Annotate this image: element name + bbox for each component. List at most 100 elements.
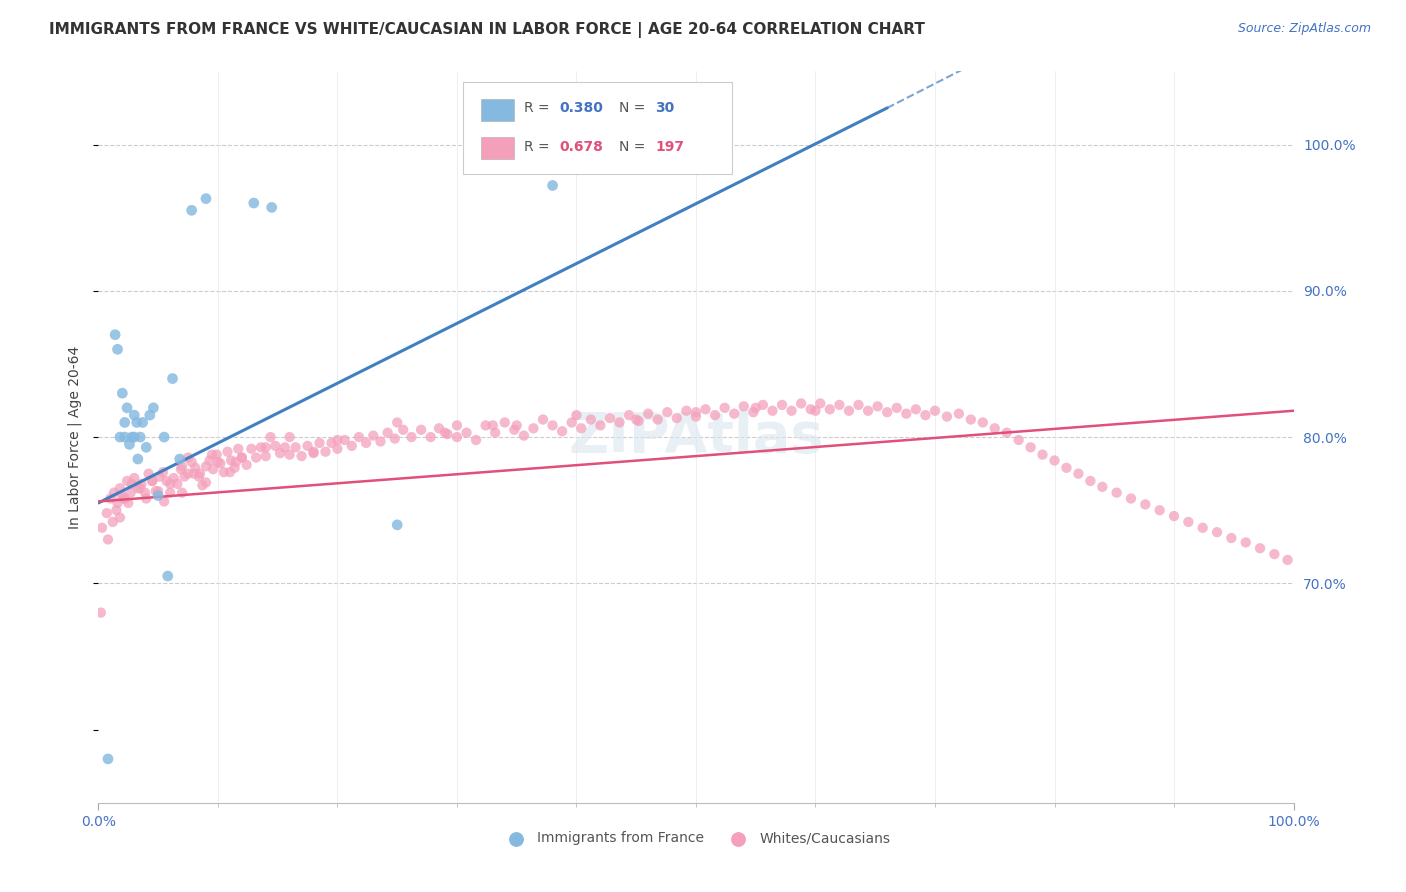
Point	[838, 403, 860, 417]
Point	[1149, 503, 1171, 517]
Point	[685, 409, 707, 424]
Point	[148, 489, 170, 503]
Point	[1019, 440, 1042, 454]
Point	[995, 425, 1018, 440]
Point	[155, 474, 177, 488]
Point	[115, 474, 138, 488]
Text: ZIPAtlas: ZIPAtlas	[568, 410, 824, 464]
Text: 0.380: 0.380	[560, 101, 603, 115]
Point	[240, 442, 263, 456]
Point	[278, 430, 301, 444]
FancyBboxPatch shape	[481, 99, 515, 121]
Point	[159, 476, 181, 491]
Point	[134, 485, 156, 500]
Point	[377, 425, 399, 440]
Point	[436, 427, 458, 442]
Point	[363, 428, 385, 442]
Point	[308, 436, 330, 450]
Point	[254, 440, 277, 454]
Point	[723, 407, 745, 421]
Point	[474, 418, 496, 433]
Point	[173, 469, 195, 483]
Point	[354, 436, 377, 450]
Point	[135, 440, 157, 454]
Point	[1177, 515, 1199, 529]
Point	[224, 460, 246, 475]
Point	[924, 403, 946, 417]
Point	[626, 412, 648, 426]
Point	[129, 430, 152, 444]
Text: N =: N =	[620, 140, 650, 153]
Point	[187, 469, 209, 483]
Point	[180, 455, 202, 469]
Point	[419, 430, 441, 444]
Point	[101, 515, 124, 529]
Point	[108, 510, 131, 524]
Point	[326, 442, 349, 456]
Point	[183, 467, 205, 481]
Legend: Immigrants from France, Whites/Caucasians: Immigrants from France, Whites/Caucasian…	[496, 826, 896, 851]
Point	[202, 462, 225, 476]
Point	[770, 398, 793, 412]
Point	[278, 448, 301, 462]
Point	[124, 430, 146, 444]
Point	[91, 521, 114, 535]
Text: Source: ZipAtlas.com: Source: ZipAtlas.com	[1237, 22, 1371, 36]
Text: R =: R =	[524, 101, 554, 115]
Point	[269, 446, 291, 460]
Point	[456, 425, 478, 440]
Point	[599, 411, 621, 425]
Point	[212, 465, 235, 479]
Point	[297, 439, 319, 453]
Point	[780, 403, 803, 417]
Point	[385, 517, 409, 532]
Point	[141, 474, 163, 488]
Point	[565, 408, 588, 422]
Point	[111, 489, 134, 503]
Point	[225, 455, 247, 469]
Point	[159, 485, 181, 500]
Point	[170, 462, 193, 476]
Point	[392, 423, 415, 437]
Point	[97, 533, 120, 547]
Point	[172, 485, 194, 500]
Point	[145, 484, 167, 499]
Point	[124, 408, 146, 422]
Point	[1067, 467, 1090, 481]
Point	[742, 405, 765, 419]
Point	[163, 471, 186, 485]
Point	[104, 327, 127, 342]
Point	[120, 485, 142, 500]
Point	[856, 403, 879, 417]
Point	[191, 478, 214, 492]
Point	[198, 453, 221, 467]
Point	[828, 398, 851, 412]
Point	[818, 402, 841, 417]
Point	[370, 434, 392, 449]
Point	[166, 476, 188, 491]
Point	[302, 446, 325, 460]
Point	[321, 436, 343, 450]
Point	[637, 407, 659, 421]
Point	[340, 439, 363, 453]
Point	[657, 405, 679, 419]
Point	[172, 459, 194, 474]
Point	[733, 400, 755, 414]
Text: 0.678: 0.678	[560, 140, 603, 153]
Point	[205, 448, 228, 462]
Point	[886, 401, 908, 415]
FancyBboxPatch shape	[463, 82, 733, 174]
Point	[411, 423, 433, 437]
Point	[259, 430, 281, 444]
Point	[752, 398, 775, 412]
Point	[124, 471, 146, 485]
Point	[326, 433, 349, 447]
Point	[231, 450, 253, 465]
Point	[333, 433, 356, 447]
Point	[219, 465, 242, 479]
Point	[117, 496, 139, 510]
Point	[960, 412, 983, 426]
Point	[231, 450, 253, 465]
Point	[188, 467, 211, 481]
Point	[209, 457, 232, 471]
